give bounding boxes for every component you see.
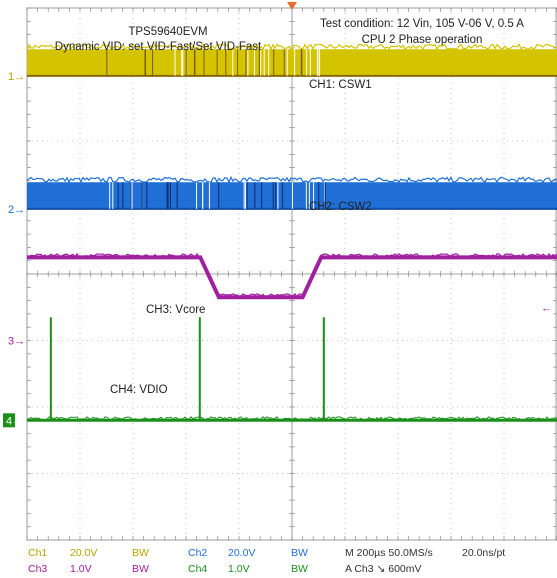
trace-layer: 1→ 2→ 3→ ← 4→ xyxy=(3,2,557,428)
status-timebase: M 200µs 50.0MS/s xyxy=(345,547,433,559)
channel-marker-ch3: 3→ xyxy=(8,336,25,348)
status-trigger: A Ch3 ↘ 600mV xyxy=(345,563,422,575)
trace-ch3-noise xyxy=(26,252,557,298)
trigger-position-marker xyxy=(287,2,297,10)
status-ch3-label: Ch3 xyxy=(28,563,47,575)
board-label: TPS59640EVM xyxy=(128,26,207,38)
channel-marker-ch1: 1→ xyxy=(8,71,25,83)
status-ch2-scale: 20.0V xyxy=(228,547,255,559)
channel-marker-ch4-box xyxy=(3,413,15,428)
series-label-ch1: CH1: CSW1 xyxy=(309,79,372,91)
status-ch4-bw: BW xyxy=(291,563,308,575)
status-ch4-scale: 1.0V xyxy=(228,563,250,575)
series-label-ch2: CH2: CSW2 xyxy=(309,201,372,213)
status-ch1-bw: BW xyxy=(132,547,149,559)
condition-label-2: CPU 2 Phase operation xyxy=(362,34,483,46)
status-bar: Ch1 20.0V BW Ch2 20.0V BW M 200µs 50.0MS… xyxy=(28,547,505,575)
trigger-level-marker: ← xyxy=(541,302,552,314)
channel-marker-ch4: 4→ xyxy=(6,415,23,427)
trace-ch3-line xyxy=(27,255,557,300)
trace-ch1-band xyxy=(27,49,557,76)
condition-label-1: Test condition: 12 Vin, 105 V-06 V, 0.5 … xyxy=(320,18,524,30)
series-label-ch3: CH3: Vcore xyxy=(146,304,205,316)
status-ch1-scale: 20.0V xyxy=(70,547,97,559)
mode-label: Dynamic VID: set VID-Fast/Set VID-Fast xyxy=(55,41,262,53)
channel-marker-ch2: 2→ xyxy=(8,204,25,216)
series-label-ch4: CH4: VDIO xyxy=(110,384,168,396)
status-ch2-label: Ch2 xyxy=(188,547,207,559)
status-ch4-label: Ch4 xyxy=(188,563,207,575)
trace-ch1-edge xyxy=(26,42,557,51)
status-ch2-bw: BW xyxy=(291,547,308,559)
status-ch3-bw: BW xyxy=(132,563,149,575)
status-ch3-scale: 1.0V xyxy=(70,563,92,575)
trace-ch2-edge xyxy=(26,175,557,184)
status-ch1-label: Ch1 xyxy=(28,547,47,559)
trace-ch4-noise xyxy=(26,416,557,421)
status-sample-interval: 20.0ns/pt xyxy=(462,547,505,559)
